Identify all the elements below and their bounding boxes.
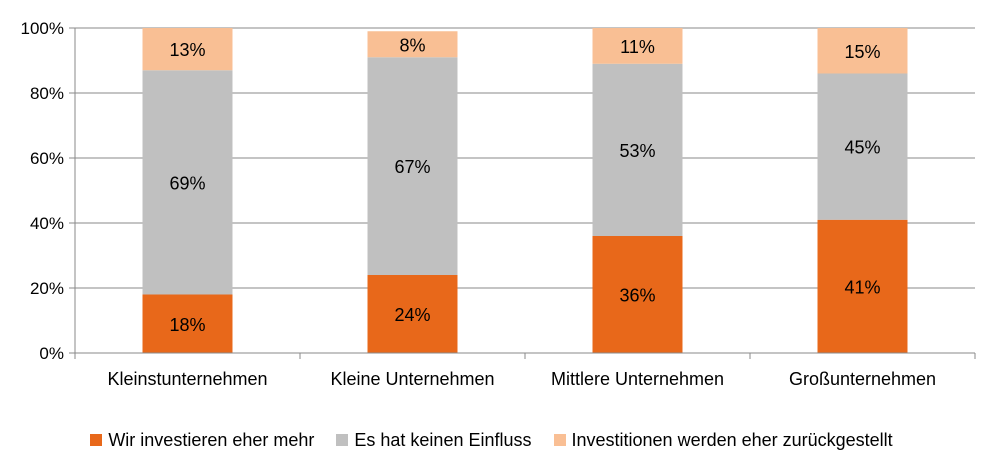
y-tick-label: 0%: [39, 344, 64, 363]
legend: Wir investieren eher mehr Es hat keinen …: [10, 428, 973, 452]
y-tick-label: 40%: [30, 214, 64, 233]
data-label: 36%: [619, 286, 655, 306]
bar-segment: [592, 236, 683, 353]
y-tick-label: 80%: [30, 84, 64, 103]
bar-segment: [817, 73, 908, 220]
bar-segment: [367, 57, 458, 275]
x-category-label: Großunternehmen: [789, 369, 936, 389]
bar-segment: [817, 28, 908, 74]
data-label: 41%: [844, 277, 880, 297]
data-label: 53%: [619, 141, 655, 161]
legend-swatch-zurueckgestellt: [553, 434, 566, 446]
data-label: 67%: [394, 157, 430, 177]
data-label: 15%: [844, 42, 880, 62]
bar-segment: [142, 70, 233, 295]
legend-label-zurueckgestellt: Investitionen werden eher zurückgestellt: [571, 429, 893, 450]
data-label: 69%: [169, 173, 205, 193]
y-tick-label: 100%: [21, 19, 64, 38]
x-category-label: Kleinstunternehmen: [107, 369, 267, 389]
legend-item-kein-einfluss: Es hat keinen Einfluss: [336, 429, 532, 451]
x-category-label: Kleine Unternehmen: [330, 369, 494, 389]
data-label: 24%: [394, 305, 430, 325]
legend-label-mehr: Wir investieren eher mehr: [108, 429, 315, 450]
bar-segment: [142, 28, 233, 71]
data-label: 45%: [844, 138, 880, 158]
data-label: 11%: [620, 37, 655, 57]
data-label: 18%: [169, 315, 205, 335]
data-label: 8%: [399, 35, 425, 55]
legend-item-zurueckgestellt: Investitionen werden eher zurückgestellt: [553, 429, 893, 451]
bar-segment: [817, 219, 908, 353]
legend-swatch-mehr: [90, 434, 103, 446]
data-label: 13%: [169, 40, 205, 60]
bar-segment: [142, 294, 233, 353]
bar-segment: [592, 28, 683, 64]
legend-label-kein-einfluss: Es hat keinen Einfluss: [354, 429, 532, 450]
y-tick-label: 20%: [30, 279, 64, 298]
y-axis: 0% 20% 40% 60% 80% 100%: [21, 19, 76, 363]
legend-item-mehr: Wir investieren eher mehr: [90, 430, 314, 451]
bar-segment: [367, 275, 458, 353]
y-tick-label: 60%: [30, 149, 64, 168]
x-category-label: Mittlere Unternehmen: [551, 369, 724, 389]
x-axis: Kleinstunternehmen Kleine Unternehmen Mitt…: [74, 352, 976, 389]
bars: 18% 69% 13% 24% 67% 8% 36% 53% 11% 41% 45% 15%: [142, 28, 908, 353]
chart: 0% 20% 40% 60% 80% 100% 18% 69% 13% 24% 67% 8% 36% 5…: [21, 19, 976, 389]
bar-segment: [592, 63, 683, 236]
bar-segment: [367, 31, 458, 58]
legend-swatch-kein-einfluss: [336, 434, 349, 446]
